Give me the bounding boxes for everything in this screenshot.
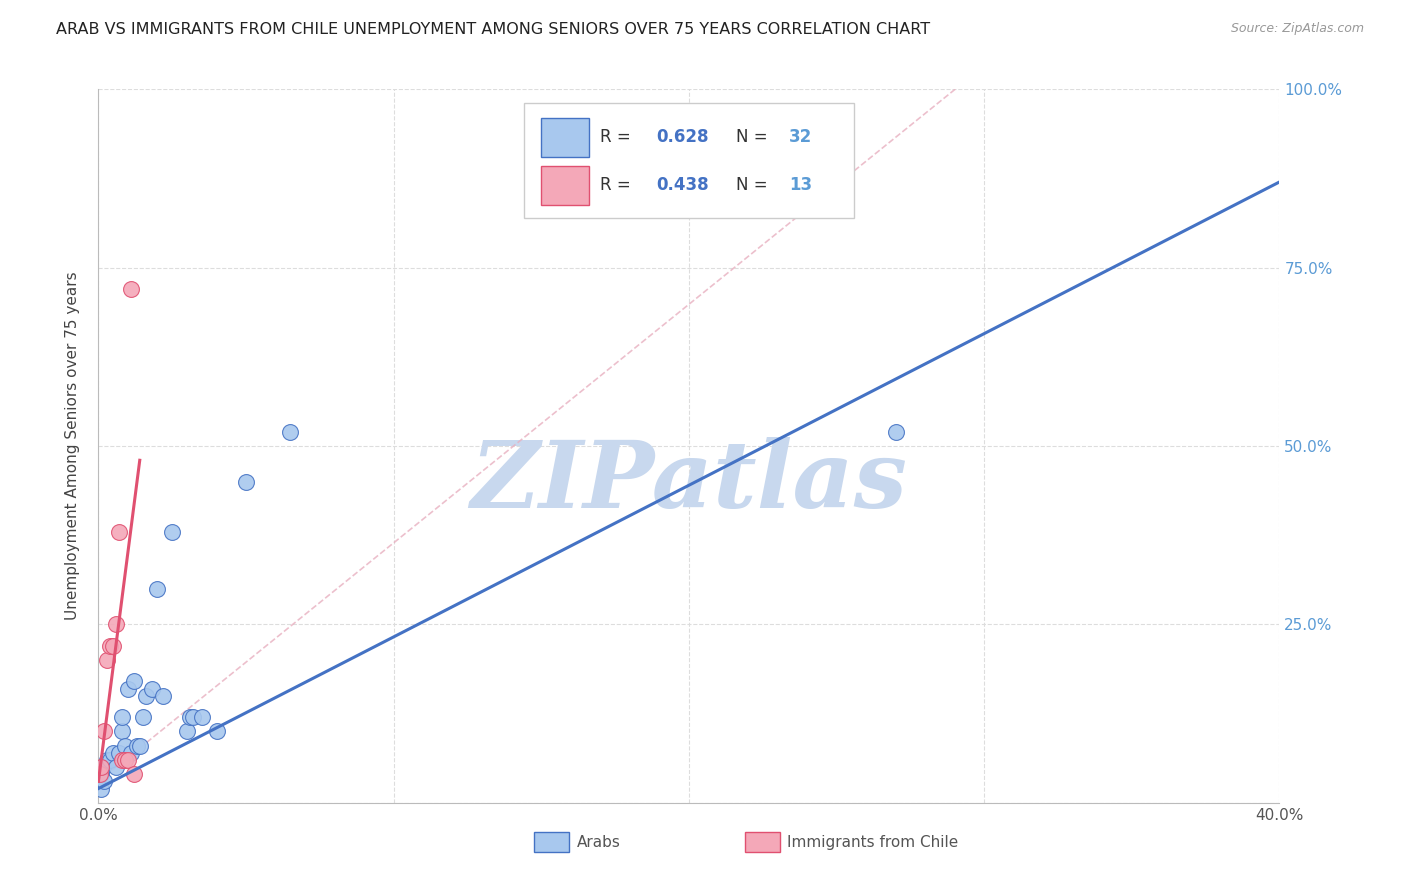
Point <box>117 681 139 696</box>
Point <box>96 753 118 767</box>
Point <box>114 753 136 767</box>
FancyBboxPatch shape <box>523 103 855 218</box>
Point <box>90 760 112 774</box>
Point <box>146 582 169 596</box>
Point <box>108 746 131 760</box>
Point <box>89 767 111 781</box>
Point <box>122 767 145 781</box>
Point <box>181 710 204 724</box>
Point <box>105 617 128 632</box>
Text: 0.438: 0.438 <box>655 177 709 194</box>
Point <box>111 753 134 767</box>
FancyBboxPatch shape <box>541 166 589 205</box>
Point <box>235 475 257 489</box>
Text: R =: R = <box>600 177 637 194</box>
Text: Source: ZipAtlas.com: Source: ZipAtlas.com <box>1230 22 1364 36</box>
Point <box>114 739 136 753</box>
Point <box>191 710 214 724</box>
Point <box>135 689 157 703</box>
Point <box>103 746 125 760</box>
Point <box>108 524 131 539</box>
Y-axis label: Unemployment Among Seniors over 75 years: Unemployment Among Seniors over 75 years <box>65 272 80 620</box>
Text: N =: N = <box>737 128 773 146</box>
Point <box>90 781 112 796</box>
Point <box>120 746 142 760</box>
Text: 0.628: 0.628 <box>655 128 709 146</box>
Point <box>96 653 118 667</box>
Point <box>91 760 114 774</box>
Point <box>530 189 553 203</box>
Text: 32: 32 <box>789 128 813 146</box>
Point <box>179 710 201 724</box>
Point <box>162 524 183 539</box>
Text: Arabs: Arabs <box>576 835 620 849</box>
Point <box>122 674 145 689</box>
Text: R =: R = <box>600 128 637 146</box>
Text: ARAB VS IMMIGRANTS FROM CHILE UNEMPLOYMENT AMONG SENIORS OVER 75 YEARS CORRELATI: ARAB VS IMMIGRANTS FROM CHILE UNEMPLOYME… <box>56 22 931 37</box>
Point <box>884 425 907 439</box>
Point <box>132 710 155 724</box>
Point <box>93 724 115 739</box>
Point <box>103 639 125 653</box>
Point <box>90 767 112 781</box>
Text: Immigrants from Chile: Immigrants from Chile <box>787 835 959 849</box>
FancyBboxPatch shape <box>541 118 589 157</box>
Text: ZIPatlas: ZIPatlas <box>471 437 907 526</box>
Point <box>111 724 134 739</box>
Point <box>152 689 174 703</box>
Text: N =: N = <box>737 177 773 194</box>
Text: 13: 13 <box>789 177 813 194</box>
Point <box>93 774 115 789</box>
Point <box>141 681 163 696</box>
Point <box>111 710 134 724</box>
Point <box>278 425 302 439</box>
Point <box>120 282 142 296</box>
Point <box>117 753 139 767</box>
Point <box>176 724 198 739</box>
Point <box>98 753 121 767</box>
Point <box>205 724 228 739</box>
Point <box>105 760 128 774</box>
Point <box>125 739 148 753</box>
Point <box>128 739 150 753</box>
Point <box>98 639 121 653</box>
